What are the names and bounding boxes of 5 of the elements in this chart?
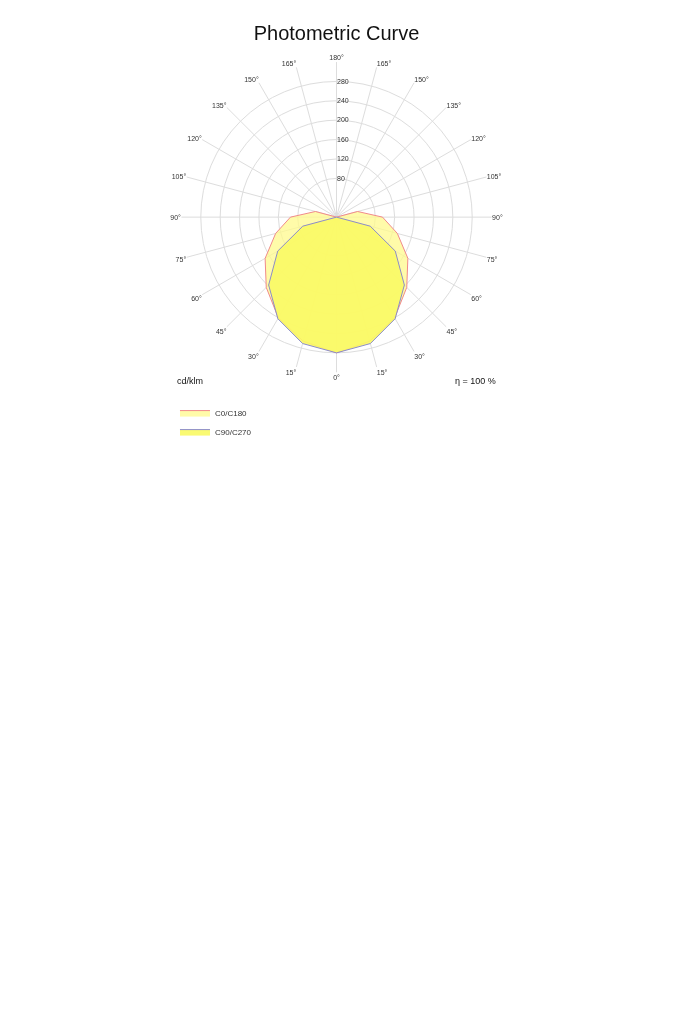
legend-label: C0/C180 <box>214 408 248 418</box>
text: cd/klm <box>177 376 204 386</box>
chart-title: Photometric Curve <box>253 21 420 44</box>
text: η = 100 % <box>455 376 496 386</box>
legend-label: C90/C270 <box>214 427 252 437</box>
